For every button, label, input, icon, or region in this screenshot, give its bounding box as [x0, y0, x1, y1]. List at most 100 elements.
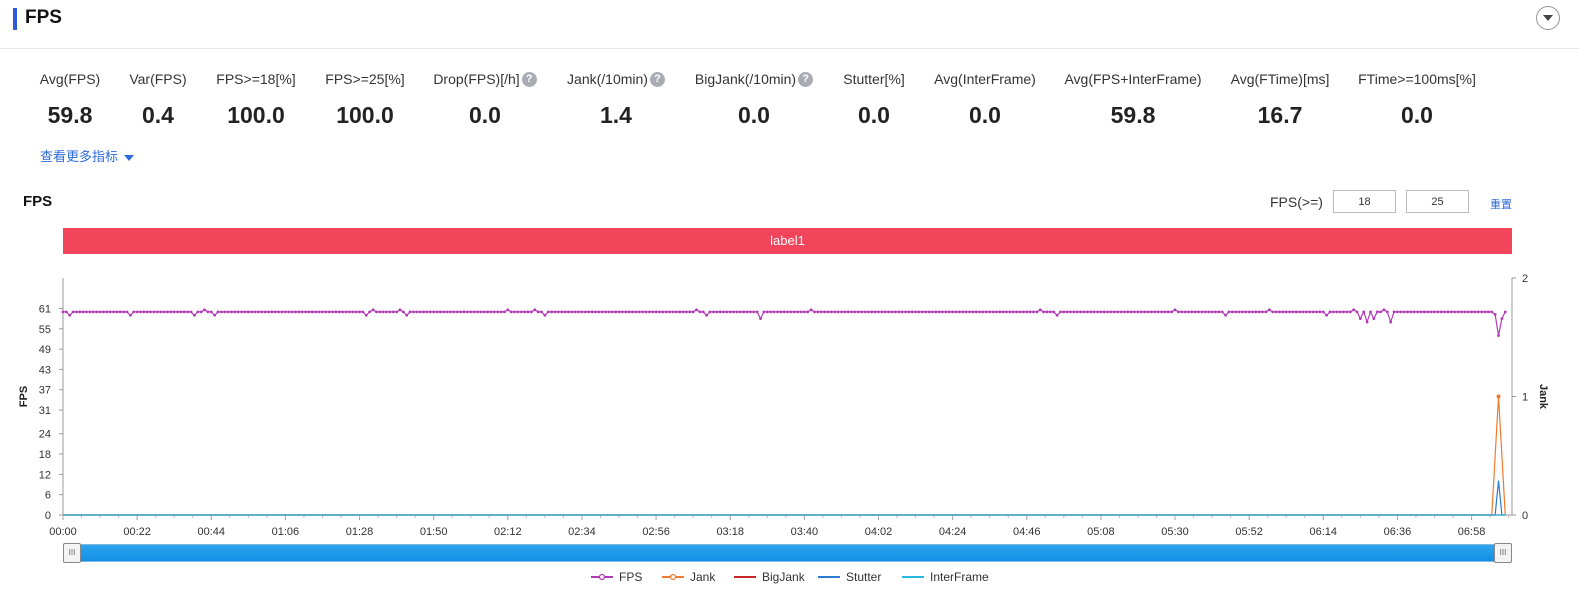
series-point-fps — [1402, 310, 1406, 314]
section-title: FPS — [25, 7, 62, 28]
metric-item: FPS>=18[%] 100.0 — [166, 70, 346, 129]
series-point-fps — [95, 310, 99, 314]
series-point-fps — [1325, 313, 1329, 317]
legend-item-fps[interactable]: FPS — [591, 570, 642, 584]
series-point-fps — [1126, 310, 1130, 314]
series-point-fps — [1372, 317, 1376, 321]
series-point-fps — [998, 310, 1002, 314]
series-point-fps — [1345, 310, 1349, 314]
series-point-fps — [941, 310, 944, 314]
metric-item: Avg(InterFrame) 0.0 — [895, 70, 1075, 129]
legend-item-interframe[interactable]: InterFrame — [902, 570, 989, 584]
series-point-fps — [1166, 310, 1170, 314]
series-point-fps — [250, 310, 254, 314]
more-metrics-link[interactable]: 查看更多指标 — [40, 146, 135, 165]
threshold-input-1[interactable] — [1333, 190, 1396, 213]
series-point-fps — [1493, 313, 1497, 316]
help-icon[interactable]: ? — [798, 71, 814, 87]
series-point-fps — [1241, 310, 1244, 314]
series-point-fps — [1463, 310, 1467, 314]
series-point-fps — [1500, 317, 1504, 321]
section-header: FPS — [0, 0, 1579, 49]
x-tick-label: 04:02 — [865, 526, 893, 538]
series-point-fps — [954, 310, 958, 314]
series-point-fps — [971, 310, 975, 314]
x-tick-label: 03:40 — [791, 526, 819, 538]
series-point-fps — [1153, 310, 1157, 314]
series-point-fps — [890, 310, 894, 314]
series-point-fps — [1190, 310, 1194, 314]
series-point-fps — [560, 310, 564, 314]
series-point-fps — [162, 310, 166, 314]
slider-handle-left[interactable]: III — [63, 543, 81, 563]
legend-item-jank[interactable]: Jank — [662, 570, 715, 584]
series-point-fps — [1112, 310, 1116, 314]
series-point-fps — [122, 310, 126, 314]
series-point-fps — [1237, 310, 1241, 314]
series-point-fps — [661, 310, 665, 314]
series-point-fps — [658, 310, 661, 314]
series-point-fps — [334, 310, 338, 314]
series-point-fps — [577, 310, 580, 314]
series-point-fps — [725, 310, 729, 314]
help-icon[interactable]: ? — [521, 71, 537, 87]
series-point-fps — [415, 310, 419, 314]
threshold-input-2[interactable] — [1406, 190, 1469, 213]
series-point-fps — [1001, 310, 1005, 314]
series-point-fps — [216, 310, 220, 314]
series-point-fps — [1278, 310, 1281, 314]
label-bar[interactable]: label1 — [63, 228, 1512, 254]
series-point-fps — [1271, 310, 1275, 314]
series-point-fps — [1308, 310, 1312, 314]
series-point-fps — [715, 310, 719, 314]
slider-handle-right[interactable]: III — [1494, 543, 1512, 563]
series-point-fps — [543, 313, 547, 317]
series-point-fps — [358, 310, 361, 314]
series-point-fps — [1379, 310, 1382, 314]
series-point-fps — [1362, 310, 1366, 314]
collapse-button[interactable] — [1536, 6, 1560, 30]
series-point-fps — [981, 310, 985, 314]
x-tick-label: 05:30 — [1161, 526, 1189, 538]
slider-track[interactable] — [63, 544, 1512, 562]
series-point-fps — [624, 310, 628, 314]
caret-down-icon — [124, 154, 135, 161]
metric-item: Avg(FTime)[ms] 16.7 — [1190, 70, 1370, 129]
series-point-fps — [1210, 310, 1214, 314]
help-icon[interactable]: ? — [649, 71, 665, 87]
legend-item-stutter[interactable]: Stutter — [818, 570, 881, 584]
x-tick-label: 06:36 — [1384, 526, 1412, 538]
series-point-fps — [499, 310, 503, 314]
legend-marker-icon — [591, 573, 613, 581]
series-point-fps — [1203, 310, 1207, 314]
series-point-fps — [1217, 310, 1221, 314]
series-point-fps — [802, 310, 806, 314]
series-point-fps — [809, 308, 813, 312]
series-point-fps — [1466, 310, 1470, 314]
series-point-fps — [61, 310, 65, 314]
series-point-fps — [401, 310, 405, 314]
series-point-fps — [840, 310, 843, 314]
legend-item-bigjank[interactable]: BigJank — [734, 570, 805, 584]
series-point-fps — [1342, 310, 1345, 314]
series-point-fps — [620, 310, 624, 314]
metric-label: Drop(FPS)[/h]? — [395, 70, 575, 88]
series-point-fps — [1426, 310, 1430, 314]
series-point-fps — [1389, 320, 1393, 324]
reset-button[interactable]: 重置 — [1490, 199, 1512, 211]
series-point-fps — [260, 310, 264, 314]
time-range-slider[interactable]: III III — [63, 543, 1512, 563]
x-tick-label: 00:44 — [198, 526, 226, 538]
series-point-fps — [1453, 310, 1457, 314]
series-point-fps — [182, 310, 186, 314]
series-point-fps — [664, 310, 668, 314]
series-point-fps — [1224, 313, 1227, 317]
series-point-fps — [196, 310, 200, 314]
series-point-fps — [877, 310, 880, 314]
series-point-fps — [378, 310, 382, 314]
series-point-fps — [583, 310, 587, 314]
series-point-fps — [1025, 310, 1029, 314]
x-tick-label: 03:18 — [716, 526, 744, 538]
series-point-fps — [964, 310, 968, 314]
series-point-fps — [1261, 310, 1265, 314]
